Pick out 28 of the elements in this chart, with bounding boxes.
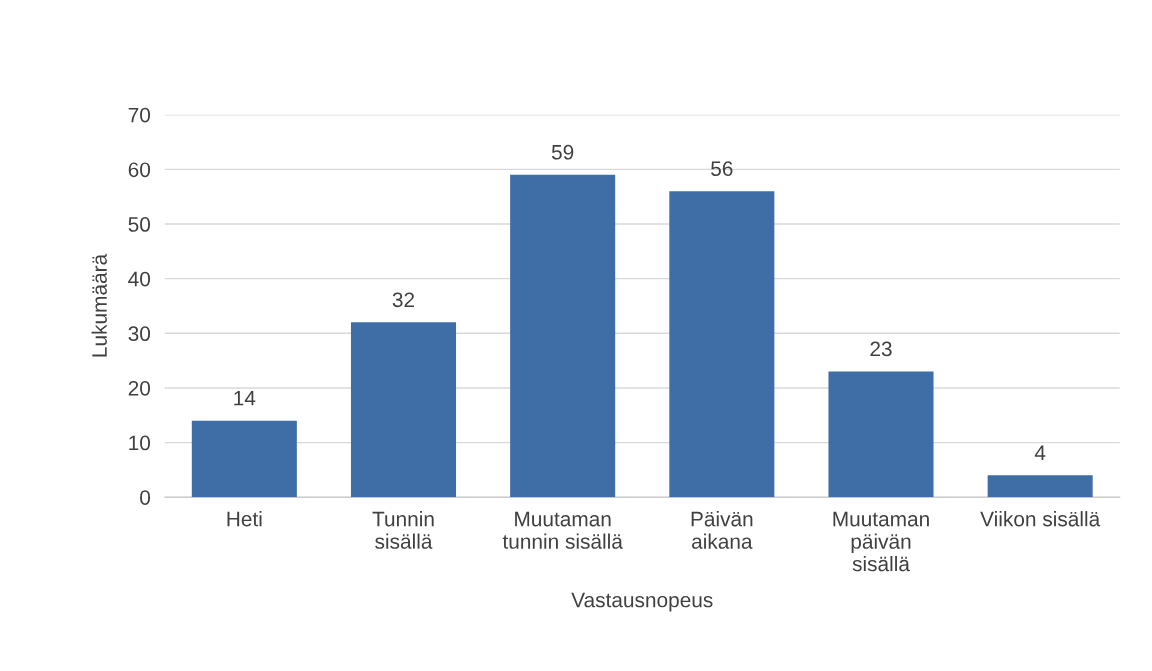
bar: [510, 174, 616, 498]
bar: [350, 322, 457, 498]
x-tick-label: Tunnin sisällä: [372, 511, 434, 549]
x-tick-label: Heti: [227, 511, 262, 527]
bar: [191, 420, 297, 498]
data-label: 4: [1034, 445, 1046, 460]
data-label: 23: [870, 341, 892, 357]
y-tick-label: 50: [128, 217, 151, 232]
data-label: 56: [711, 161, 733, 177]
data-label: 14: [234, 390, 256, 406]
y-tick-label: 30: [128, 326, 151, 342]
y-axis-title: Lukumäärä: [91, 253, 107, 357]
y-tick-label: 60: [128, 162, 151, 178]
data-label: 59: [551, 144, 574, 160]
x-tick-label: Viikon sisällä: [980, 511, 1101, 527]
y-tick-label: 70: [128, 107, 151, 123]
x-tick-label: Muutaman tunnin sisällä: [502, 511, 623, 549]
bar: [987, 475, 1093, 498]
y-tick-label: 20: [128, 380, 151, 396]
x-tick-label: Muutaman päivän sisällä: [833, 511, 929, 572]
y-tick-label: 10: [129, 435, 151, 451]
bar: [828, 371, 934, 498]
y-tick-label: 40: [128, 271, 151, 287]
x-tick-label: Päivän aikana: [691, 511, 753, 549]
data-label: 32: [392, 292, 415, 308]
x-axis-title: Vastausnopeus: [571, 592, 713, 612]
y-tick-label: 0: [140, 490, 151, 505]
bar: [669, 191, 775, 498]
